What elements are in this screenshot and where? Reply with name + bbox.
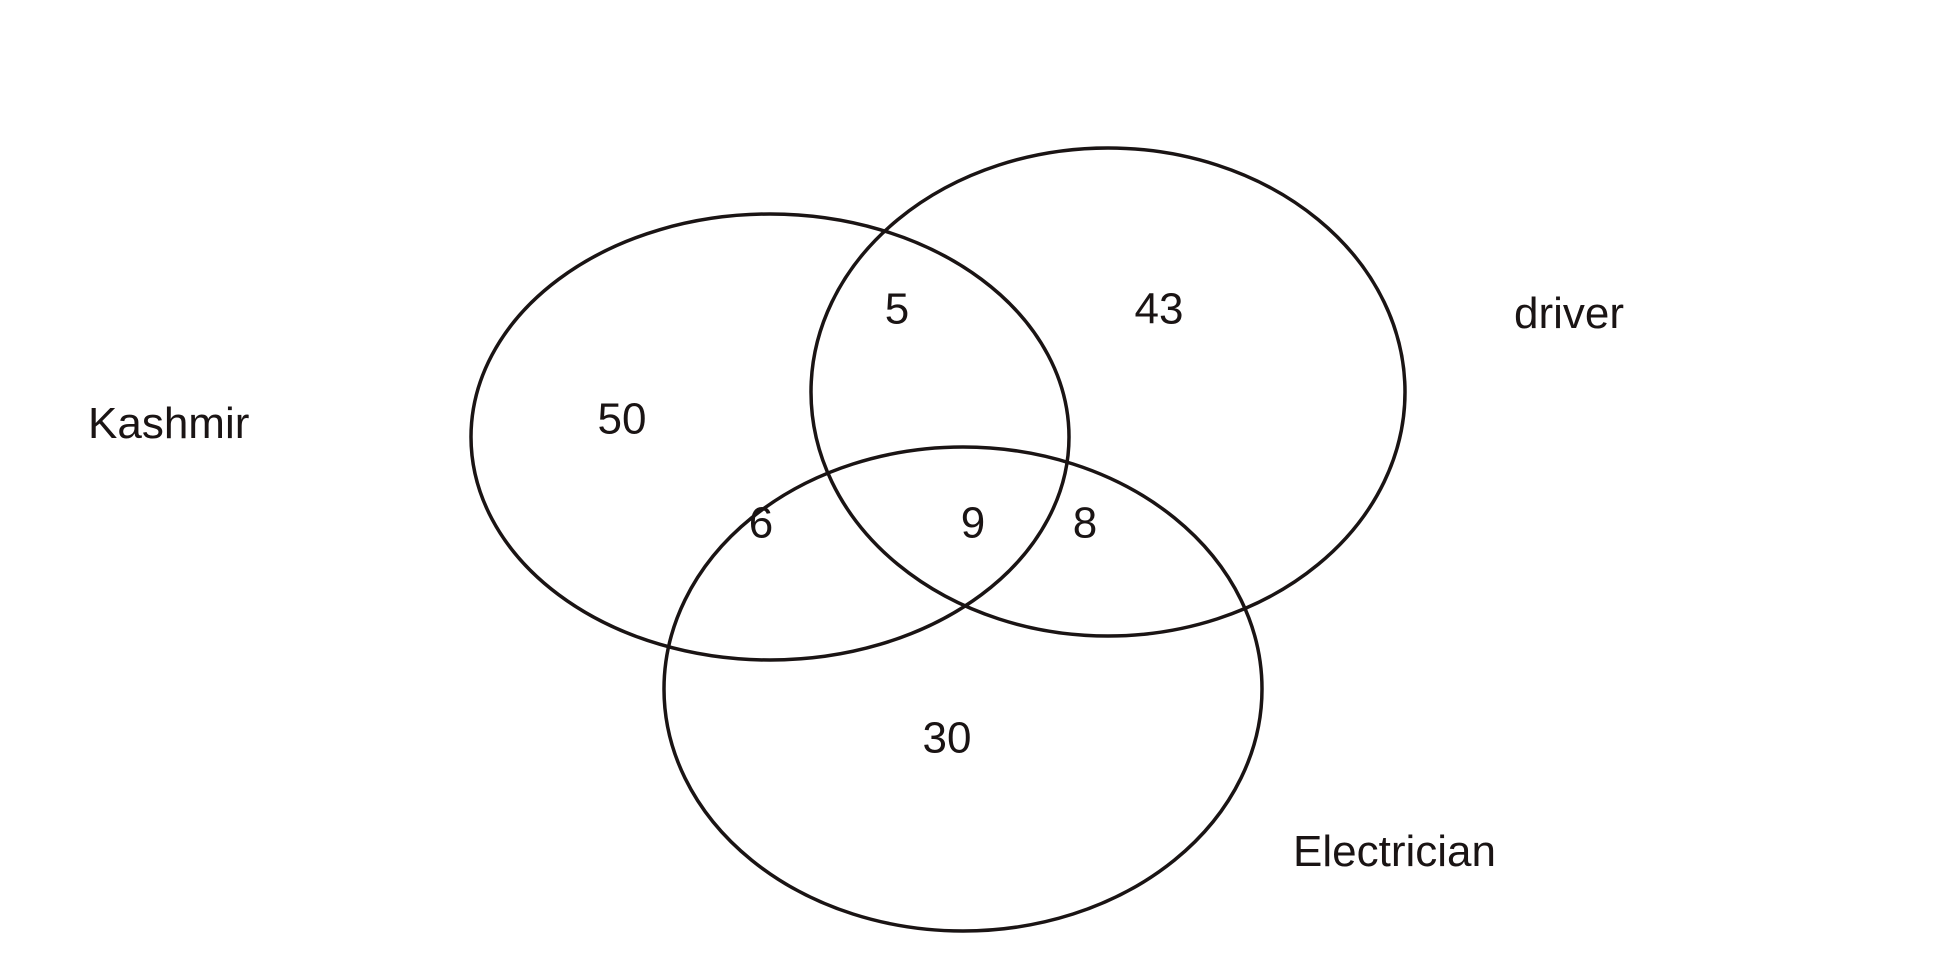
driver-label: driver (1514, 289, 1624, 338)
all-three-count: 9 (961, 499, 985, 548)
driver-electrician-count: 8 (1073, 499, 1097, 548)
electrician-only-count: 30 (923, 714, 972, 763)
kashmir-driver-count: 5 (885, 285, 909, 334)
electrician-label: Electrician (1293, 827, 1496, 876)
kashmir-only-count: 50 (598, 395, 647, 444)
driver-only-count: 43 (1135, 285, 1184, 334)
kashmir-label: Kashmir (88, 399, 249, 448)
kashmir-electrician-count: 6 (749, 499, 773, 548)
electrician-circle (662, 445, 1264, 933)
driver-circle (809, 146, 1407, 638)
kashmir-circle (469, 212, 1071, 662)
